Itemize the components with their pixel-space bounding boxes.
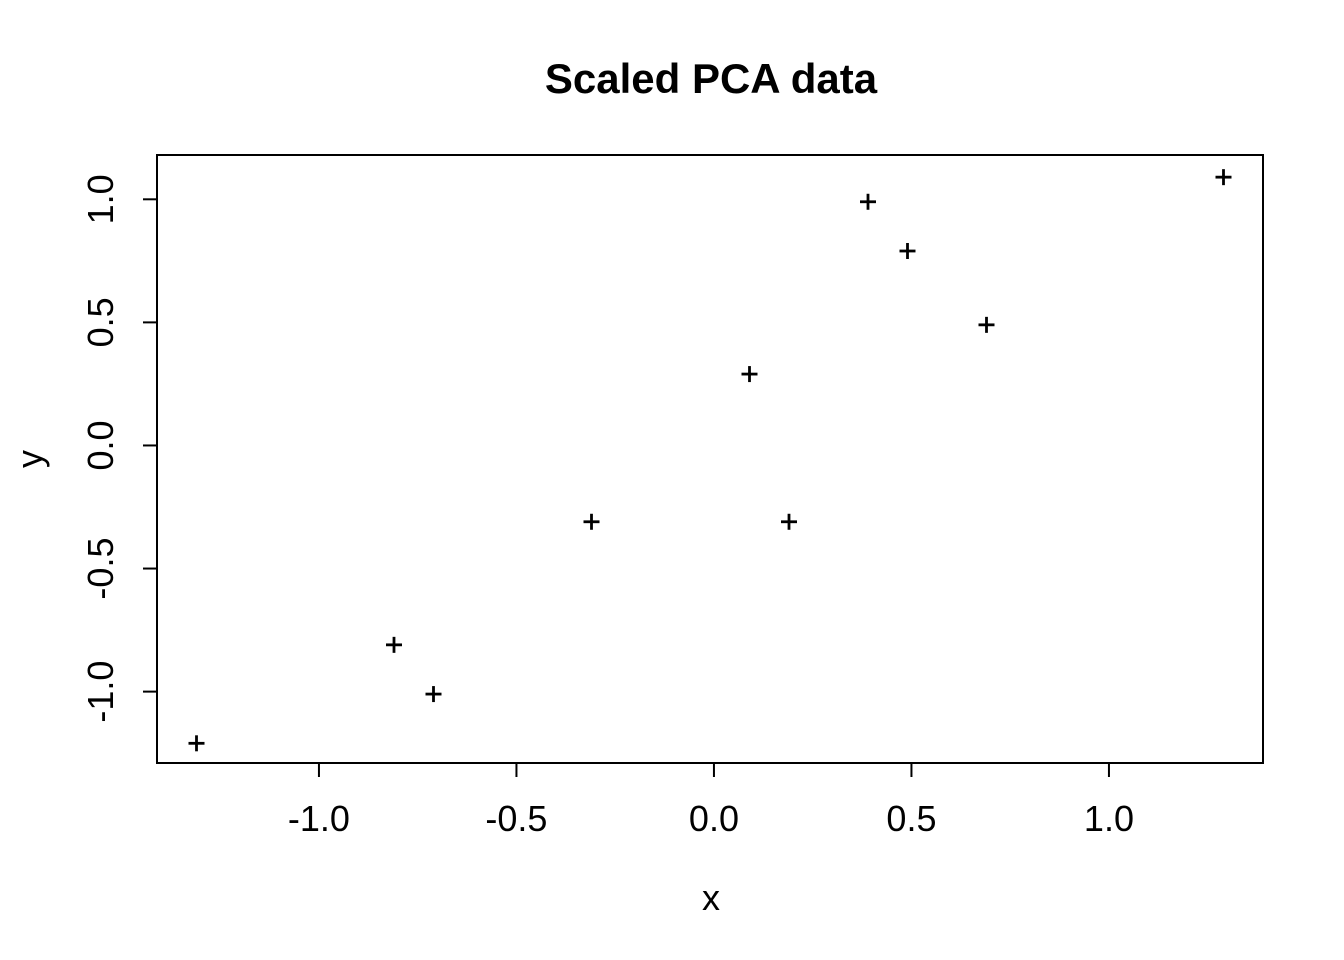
y-tick-label: 0.5 — [80, 297, 121, 347]
y-tick-label: 0.0 — [80, 420, 121, 470]
x-axis-label: x — [702, 877, 720, 918]
data-point-marker — [425, 686, 442, 703]
plot-box — [156, 154, 1264, 764]
chart-title: Scaled PCA data — [545, 55, 878, 102]
y-tick-label: 1.0 — [80, 174, 121, 224]
x-tick-label: 0.0 — [689, 798, 739, 839]
data-point-marker — [583, 513, 600, 530]
data-point-marker — [386, 636, 402, 653]
x-tick-label: 0.5 — [886, 798, 936, 839]
data-point-marker — [978, 316, 995, 333]
x-tick-label: -1.0 — [288, 798, 350, 839]
data-point-marker — [899, 243, 916, 259]
data-point-marker — [188, 735, 205, 752]
plot-generated-layer: -1.0 -0.5 0.0 0.5 1.0 -1.0 -0.5 0.0 0.5 1.0 — [80, 154, 1264, 839]
data-point-marker — [860, 193, 876, 210]
data-point-marker — [781, 513, 797, 530]
y-tick-label: -0.5 — [80, 538, 121, 600]
data-point-marker — [1215, 169, 1232, 186]
y-axis-label: y — [9, 450, 50, 468]
x-tick-label: 1.0 — [1084, 798, 1134, 839]
y-tick-label: -1.0 — [80, 661, 121, 723]
data-point-marker — [741, 366, 758, 383]
x-tick-label: -0.5 — [485, 798, 547, 839]
